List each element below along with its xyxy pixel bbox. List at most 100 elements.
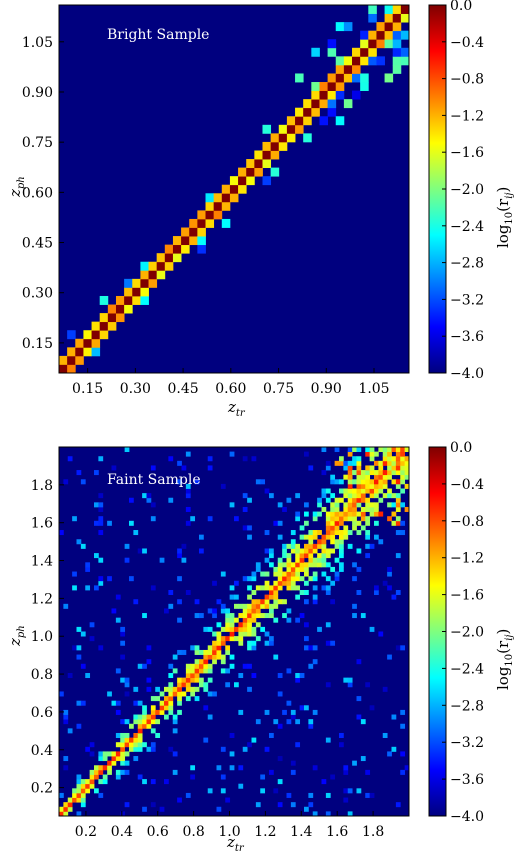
heatmap-cell	[286, 124, 296, 134]
heatmap-cell	[304, 502, 309, 508]
heatmap-cell	[269, 603, 274, 609]
heatmap-cell	[107, 304, 117, 314]
heatmap-cell	[177, 479, 182, 485]
heatmap-cell	[395, 479, 401, 485]
heatmap-cell	[286, 566, 292, 572]
heatmap-cell	[137, 746, 143, 752]
heatmap-cell	[395, 589, 401, 595]
heatmap-cell	[339, 543, 344, 549]
heatmap-cell	[225, 608, 231, 614]
heatmap-cell	[330, 506, 336, 512]
heatmap-cell	[308, 553, 314, 559]
heatmap-cell	[339, 511, 344, 517]
heatmap-cell	[395, 530, 401, 536]
heatmap-cell	[334, 525, 340, 531]
heatmap-cell	[207, 516, 213, 522]
heatmap-cell	[290, 802, 296, 808]
heatmap-cell	[85, 779, 91, 785]
x-tick-label: 0.75	[263, 381, 294, 397]
heatmap-cell	[384, 73, 394, 83]
heatmap-cell	[335, 116, 345, 126]
heatmap-cell	[395, 493, 401, 499]
x-tick-label: 0.6	[147, 824, 169, 840]
heatmap-cell	[312, 534, 318, 540]
heatmap-cell	[400, 769, 406, 775]
heatmap-cell	[295, 673, 301, 679]
heatmap-cell	[137, 737, 143, 743]
heatmap-cell	[343, 502, 349, 508]
heatmap-cell	[303, 133, 312, 143]
heatmap-cell	[85, 746, 91, 752]
heatmap-cell	[264, 580, 270, 586]
heatmap-cell	[400, 474, 406, 480]
heatmap-cell	[251, 737, 257, 743]
heatmap-cell	[168, 673, 174, 679]
heatmap-cell	[190, 673, 196, 679]
heatmap-cell	[369, 792, 375, 798]
heatmap-cell	[269, 636, 274, 642]
heatmap-cell	[369, 506, 375, 512]
heatmap-cell	[124, 737, 130, 743]
heatmap-cell	[376, 56, 385, 66]
heatmap-cell	[387, 460, 392, 466]
heatmap-cell	[168, 709, 174, 715]
heatmap-cell	[242, 626, 248, 632]
heatmap-cell	[107, 769, 112, 775]
heatmap-cell	[67, 728, 73, 734]
heatmap-cell	[387, 474, 392, 480]
heatmap-cell	[177, 617, 182, 623]
heatmap-cell	[247, 603, 252, 609]
heatmap-cell	[269, 589, 274, 595]
heatmap-cell	[376, 30, 385, 40]
heatmap-cell	[369, 451, 375, 457]
heatmap-cell	[374, 479, 379, 485]
heatmap-cell	[199, 534, 204, 540]
heatmap-cell	[369, 488, 375, 494]
heatmap-cell	[290, 585, 296, 591]
heatmap-cell	[247, 617, 252, 623]
heatmap-cell	[247, 608, 252, 614]
colorbar-tick-label: −0.4	[450, 35, 484, 51]
heatmap-cell	[369, 511, 375, 517]
heatmap-cell	[299, 589, 305, 595]
heatmap-cell	[115, 756, 121, 762]
heatmap-cell	[330, 525, 336, 531]
heatmap-cell	[295, 742, 301, 748]
heatmap-cell	[212, 631, 217, 637]
heatmap-cell	[308, 530, 314, 536]
heatmap-cell	[194, 673, 200, 679]
heatmap-cell	[150, 696, 156, 702]
heatmap-cell	[286, 617, 292, 623]
heatmap-cell	[352, 456, 357, 462]
heatmap-cell	[347, 474, 353, 480]
heatmap-cell	[98, 530, 104, 536]
heatmap-cell	[352, 460, 357, 466]
heatmap-cell	[321, 548, 327, 554]
heatmap-cell	[317, 511, 322, 517]
heatmap-cell	[150, 585, 156, 591]
heatmap-cell	[133, 742, 139, 748]
heatmap-cell	[286, 792, 292, 798]
heatmap-cell	[168, 705, 174, 711]
heatmap-cell	[286, 668, 292, 674]
heatmap-cell	[203, 668, 209, 674]
heatmap-cell	[207, 668, 213, 674]
heatmap-cell	[185, 696, 191, 702]
heatmap-cell	[238, 622, 244, 628]
heatmap-cell	[400, 530, 406, 536]
heatmap-cell	[229, 765, 235, 771]
heatmap-cell	[194, 668, 200, 674]
heatmap-cell	[63, 603, 69, 609]
heatmap-cell	[347, 460, 353, 466]
heatmap-cell	[387, 451, 392, 457]
heatmap-cell	[343, 788, 349, 794]
heatmap-cell	[391, 447, 397, 453]
heatmap-cell	[177, 677, 182, 683]
heatmap-cell	[133, 530, 139, 536]
heatmap-cell	[365, 516, 371, 522]
heatmap-cell	[400, 56, 410, 66]
heatmap-cell	[199, 677, 204, 683]
heatmap-cell	[102, 765, 108, 771]
heatmap-cell	[63, 709, 69, 715]
heatmap-cell	[255, 562, 261, 568]
